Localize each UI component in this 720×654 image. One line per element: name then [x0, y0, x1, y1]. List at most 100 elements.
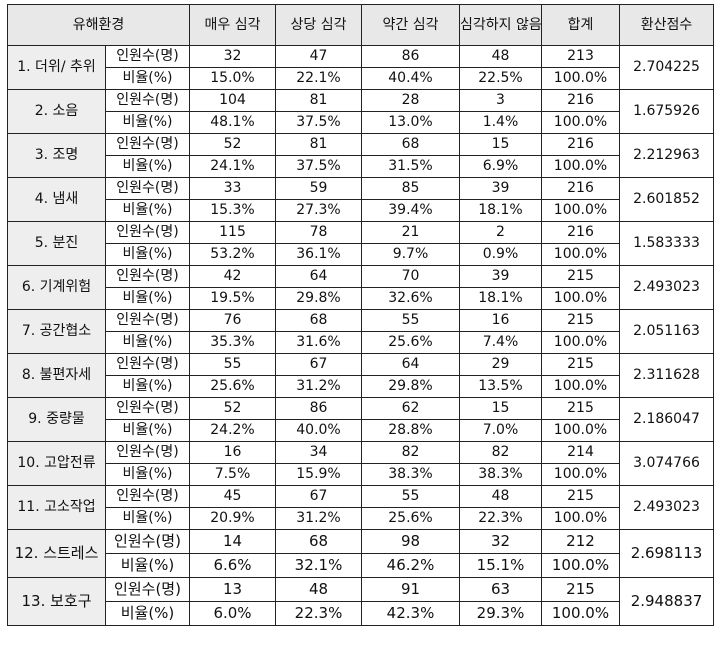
ratio-cell: 1.4% [459, 111, 542, 134]
score-cell: 2.186047 [619, 397, 714, 442]
table-row: 3. 조명 인원수(명) 52 81 68 15 216 2.212963 [7, 133, 714, 178]
table-row: 비율(%) 15.0% 22.1% 40.4% 22.5% 100.0% [8, 67, 714, 90]
count-cell: 86 [361, 45, 460, 68]
ratio-cell: 38.3% [361, 463, 460, 486]
ratio-label-cell: 비율(%) [105, 419, 190, 442]
ratio-cell: 100.0% [541, 331, 620, 354]
count-cell: 13 [189, 577, 276, 602]
ratio-cell: 28.8% [361, 419, 460, 442]
ratio-cell: 31.5% [361, 155, 460, 178]
count-cell: 16 [189, 441, 276, 464]
table-row: 1. 더위/ 추위 인원수(명) 32 47 86 48 213 2.704225 [7, 45, 714, 90]
header-converted-score: 환산점수 [619, 4, 714, 46]
count-cell: 78 [275, 221, 362, 244]
count-cell: 213 [541, 45, 620, 68]
count-cell: 52 [189, 397, 276, 420]
count-cell: 81 [275, 133, 362, 156]
count-cell: 55 [361, 309, 460, 332]
count-cell: 212 [541, 529, 620, 554]
ratio-cell: 46.2% [361, 553, 460, 578]
count-cell: 215 [541, 309, 620, 332]
ratio-cell: 18.1% [459, 287, 542, 310]
table-row: 비율(%) 24.2% 40.0% 28.8% 7.0% 100.0% [8, 419, 714, 442]
count-cell: 115 [189, 221, 276, 244]
ratio-cell: 100.0% [541, 67, 620, 90]
score-cell: 2.051163 [619, 309, 714, 354]
ratio-cell: 37.5% [275, 155, 362, 178]
table-row: 비율(%) 20.9% 31.2% 25.6% 22.3% 100.0% [8, 507, 714, 530]
count-cell: 98 [361, 529, 460, 554]
count-cell: 32 [459, 529, 542, 554]
score-cell: 2.493023 [619, 485, 714, 530]
ratio-cell: 31.6% [275, 331, 362, 354]
env-name-cell: 11. 고소작업 [7, 485, 106, 530]
table-row: 비율(%) 24.1% 37.5% 31.5% 6.9% 100.0% [8, 155, 714, 178]
env-name-cell: 6. 기계위험 [7, 265, 106, 310]
table-row: 13. 보호구 인원수(명) 13 48 91 63 215 2.948837 [7, 577, 714, 626]
env-name-cell: 12. 스트레스 [7, 529, 106, 578]
table-row: 6. 기계위험 인원수(명) 42 64 70 39 215 2.493023 [7, 265, 714, 310]
count-cell: 3 [459, 89, 542, 112]
count-label-cell: 인원수(명) [105, 89, 190, 112]
score-cell: 2.601852 [619, 177, 714, 222]
ratio-label-cell: 비율(%) [105, 111, 190, 134]
count-cell: 215 [541, 577, 620, 602]
table-row: 비율(%) 6.0% 22.3% 42.3% 29.3% 100.0% [8, 601, 714, 626]
ratio-cell: 15.9% [275, 463, 362, 486]
count-cell: 48 [459, 485, 542, 508]
count-label-cell: 인원수(명) [105, 397, 190, 420]
ratio-cell: 100.0% [541, 287, 620, 310]
ratio-label-cell: 비율(%) [105, 601, 190, 626]
count-cell: 68 [361, 133, 460, 156]
env-name-cell: 9. 중량물 [7, 397, 106, 442]
count-cell: 55 [189, 353, 276, 376]
ratio-cell: 32.6% [361, 287, 460, 310]
ratio-cell: 25.6% [361, 331, 460, 354]
ratio-cell: 22.5% [459, 67, 542, 90]
count-label-cell: 인원수(명) [105, 265, 190, 288]
count-cell: 104 [189, 89, 276, 112]
score-cell: 3.074766 [619, 441, 714, 486]
ratio-cell: 20.9% [189, 507, 276, 530]
count-label-cell: 인원수(명) [105, 221, 190, 244]
table-row: 비율(%) 25.6% 31.2% 29.8% 13.5% 100.0% [8, 375, 714, 398]
table-row: 7. 공간협소 인원수(명) 76 68 55 16 215 2.051163 [7, 309, 714, 354]
count-label-cell: 인원수(명) [105, 441, 190, 464]
table-row: 5. 분진 인원수(명) 115 78 21 2 216 1.583333 [7, 221, 714, 266]
count-cell: 29 [459, 353, 542, 376]
count-cell: 55 [361, 485, 460, 508]
ratio-cell: 42.3% [361, 601, 460, 626]
count-cell: 21 [361, 221, 460, 244]
count-cell: 215 [541, 397, 620, 420]
header-slightly-serious: 약간 심각 [361, 4, 460, 46]
count-cell: 214 [541, 441, 620, 464]
count-cell: 67 [275, 353, 362, 376]
ratio-cell: 100.0% [541, 419, 620, 442]
score-cell: 1.675926 [619, 89, 714, 134]
ratio-cell: 6.6% [189, 553, 276, 578]
count-cell: 64 [361, 353, 460, 376]
ratio-cell: 40.4% [361, 67, 460, 90]
count-cell: 62 [361, 397, 460, 420]
ratio-cell: 31.2% [275, 375, 362, 398]
ratio-cell: 22.3% [275, 601, 362, 626]
count-cell: 52 [189, 133, 276, 156]
ratio-cell: 25.6% [189, 375, 276, 398]
ratio-cell: 31.2% [275, 507, 362, 530]
count-cell: 82 [459, 441, 542, 464]
table-row: 비율(%) 6.6% 32.1% 46.2% 15.1% 100.0% [8, 553, 714, 578]
count-cell: 76 [189, 309, 276, 332]
ratio-cell: 37.5% [275, 111, 362, 134]
count-cell: 215 [541, 485, 620, 508]
ratio-cell: 36.1% [275, 243, 362, 266]
header-very-serious: 매우 심각 [189, 4, 276, 46]
ratio-cell: 53.2% [189, 243, 276, 266]
count-label-cell: 인원수(명) [105, 177, 190, 200]
ratio-cell: 13.5% [459, 375, 542, 398]
table-row: 비율(%) 15.3% 27.3% 39.4% 18.1% 100.0% [8, 199, 714, 222]
count-cell: 28 [361, 89, 460, 112]
env-name-cell: 5. 분진 [7, 221, 106, 266]
env-name-cell: 13. 보호구 [7, 577, 106, 626]
ratio-label-cell: 비율(%) [105, 67, 190, 90]
count-cell: 14 [189, 529, 276, 554]
